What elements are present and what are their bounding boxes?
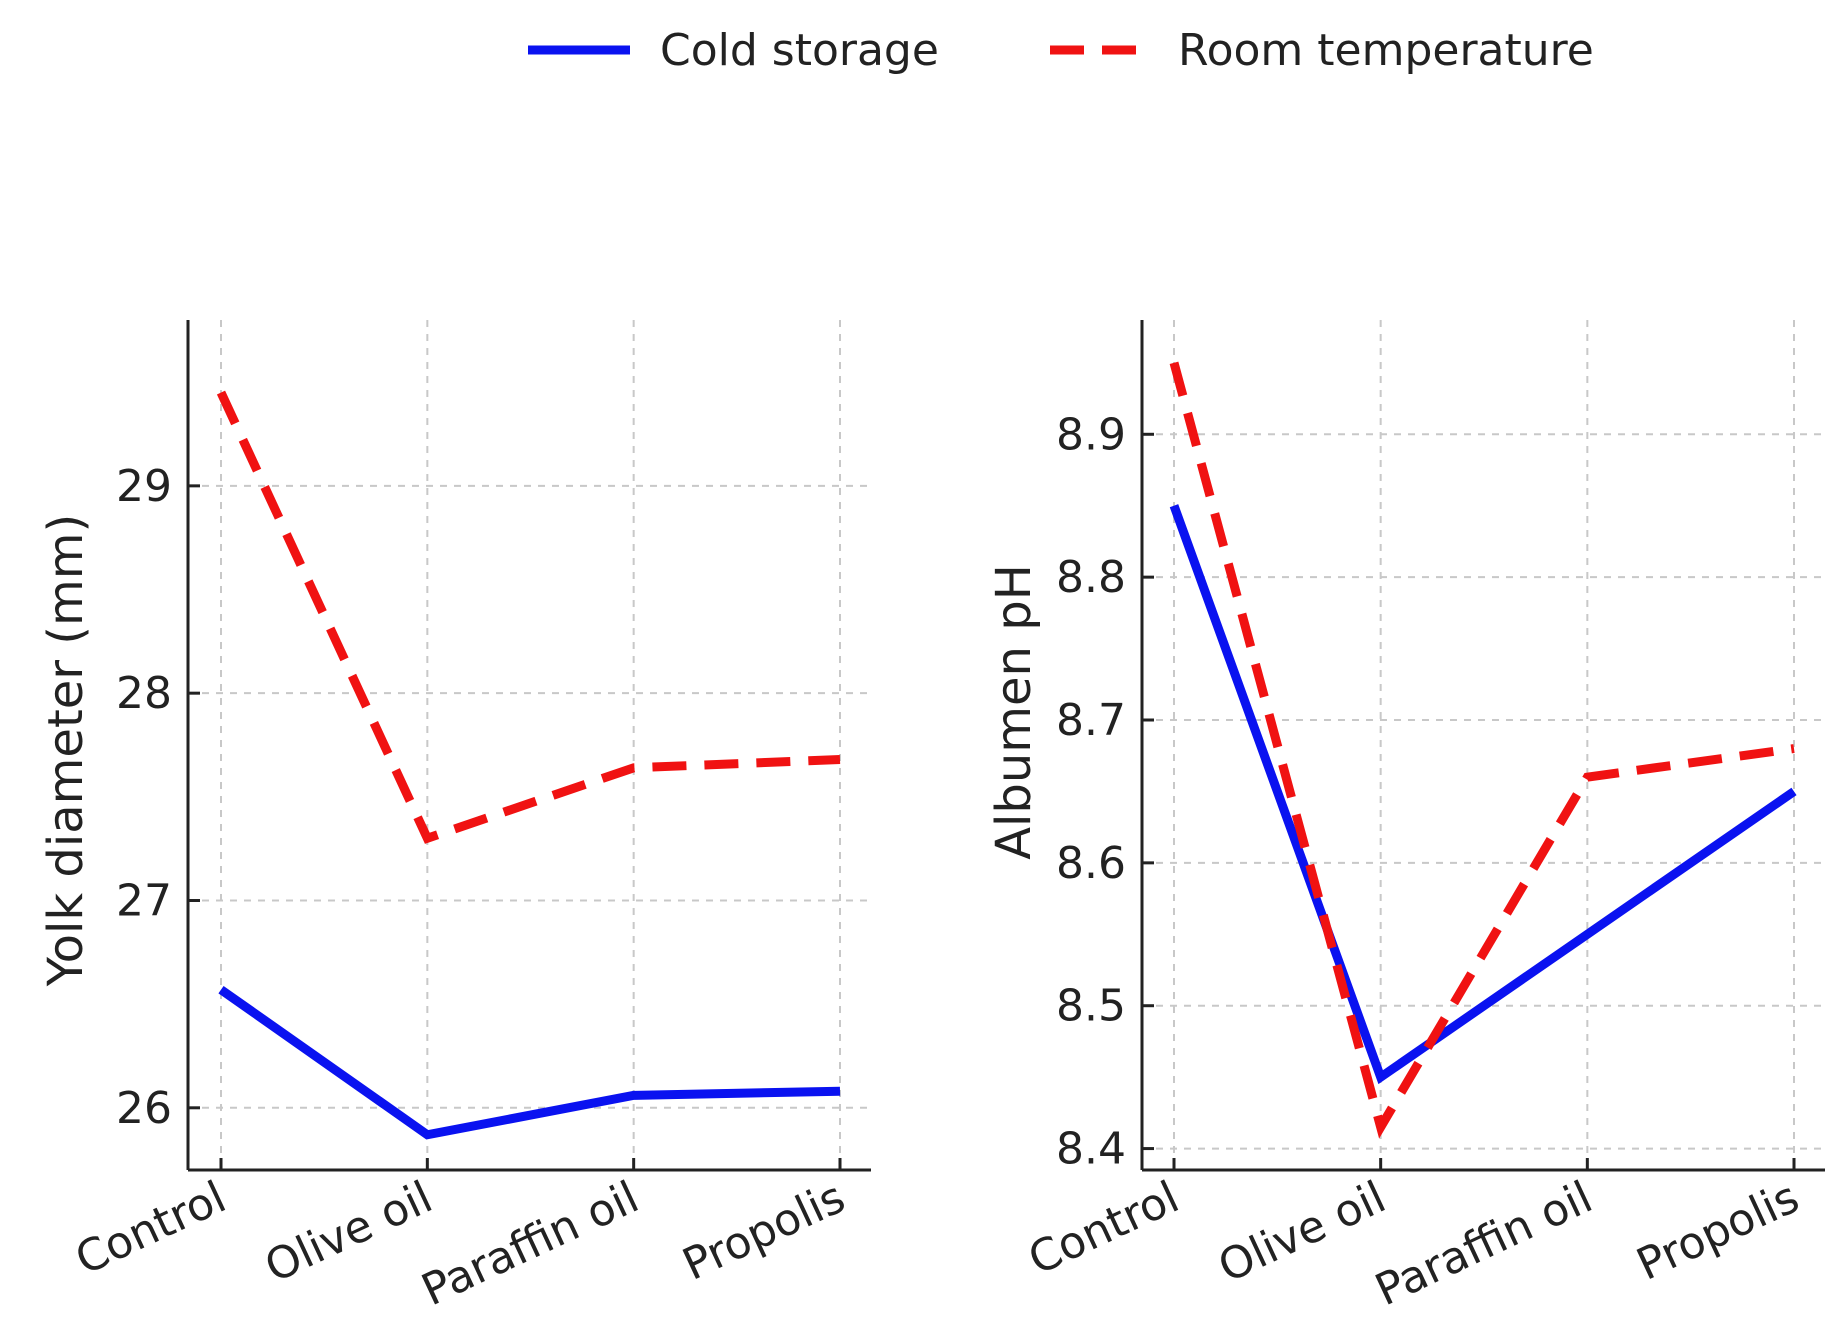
x-tick-label-olive-oil: Olive oil xyxy=(1211,1172,1393,1293)
x-tick-label-propolis: Propolis xyxy=(675,1172,852,1291)
series-line-room-temperature xyxy=(1169,361,1795,1139)
series-line-room-temperature xyxy=(216,390,841,844)
y-tick-label: 26 xyxy=(116,1083,172,1134)
x-tick-label-control: Control xyxy=(1021,1172,1187,1285)
y-tick-label: 8.4 xyxy=(1056,1124,1126,1175)
x-tick-label-propolis: Propolis xyxy=(1629,1172,1806,1291)
y-axis-label: Yolk diameter (mm) xyxy=(38,514,94,988)
legend-entry-cold-storage: Cold storage xyxy=(528,25,939,76)
y-tick-label: 8.9 xyxy=(1056,409,1126,460)
x-tick-label-paraffin-oil: Paraffin oil xyxy=(414,1172,646,1316)
y-tick-label: 29 xyxy=(116,461,172,512)
y-tick-label: 8.8 xyxy=(1056,552,1126,603)
y-tick-label: 8.6 xyxy=(1056,838,1126,889)
legend-label-room-temperature: Room temperature xyxy=(1178,25,1594,76)
x-tick-label-paraffin-oil: Paraffin oil xyxy=(1368,1172,1600,1316)
yolk-diameter-chart: Yolk diameter (mm) 26 27 28 29 Control Olive … xyxy=(38,320,871,1316)
legend: Cold storage Room temperature xyxy=(528,25,1594,76)
y-axis-label: Albumen pH xyxy=(986,564,1042,860)
series-line-cold-storage xyxy=(1169,504,1797,1085)
series-line-cold-storage xyxy=(218,985,841,1140)
x-tick-label-control: Control xyxy=(68,1172,234,1285)
legend-entry-room-temperature: Room temperature xyxy=(1050,25,1594,76)
legend-label-cold-storage: Cold storage xyxy=(660,25,939,76)
x-tick-label-olive-oil: Olive oil xyxy=(258,1172,440,1293)
y-tick-label: 28 xyxy=(116,668,172,719)
albumen-ph-chart: Albumen pH 8.4 8.5 8.6 8.7 8.8 8.9 Control Oliv… xyxy=(986,320,1825,1316)
y-tick-label: 8.5 xyxy=(1056,981,1126,1032)
y-tick-label: 27 xyxy=(116,875,172,926)
y-tick-label: 8.7 xyxy=(1056,695,1126,746)
